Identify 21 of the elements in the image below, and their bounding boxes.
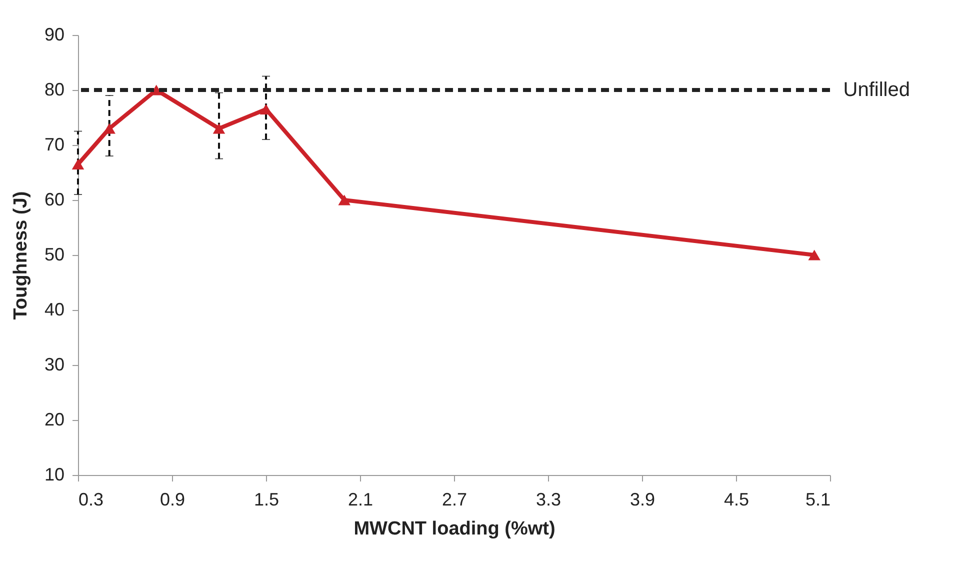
x-tick-label: 2.1 [348, 490, 374, 510]
y-tick-label: 90 [44, 24, 64, 44]
y-tick-label: 30 [44, 354, 64, 374]
ref-line-label: Unfilled [843, 79, 910, 101]
y-tick-label: 70 [44, 134, 64, 154]
x-tick-label: 3.9 [630, 490, 656, 510]
y-tick-label: 10 [44, 464, 64, 484]
x-tick-label: 1.5 [254, 490, 280, 510]
y-tick-label: 80 [44, 80, 64, 100]
x-tick-label: 5.1 [805, 490, 830, 510]
x-tick-label: 0.9 [160, 490, 186, 510]
x-tick-label: 3.3 [536, 490, 562, 510]
x-tick-label: 4.5 [724, 490, 750, 510]
y-tick-label: 40 [44, 300, 64, 320]
y-axis-title: Toughness (J) [10, 191, 32, 320]
x-tick-label: 0.3 [78, 490, 104, 510]
y-tick-label: 60 [44, 190, 64, 210]
x-tick-label: 2.7 [442, 490, 468, 510]
y-tick-label: 50 [44, 244, 64, 264]
y-tick-label: 20 [44, 410, 64, 430]
x-axis-title: MWCNT loading (%wt) [354, 518, 556, 540]
